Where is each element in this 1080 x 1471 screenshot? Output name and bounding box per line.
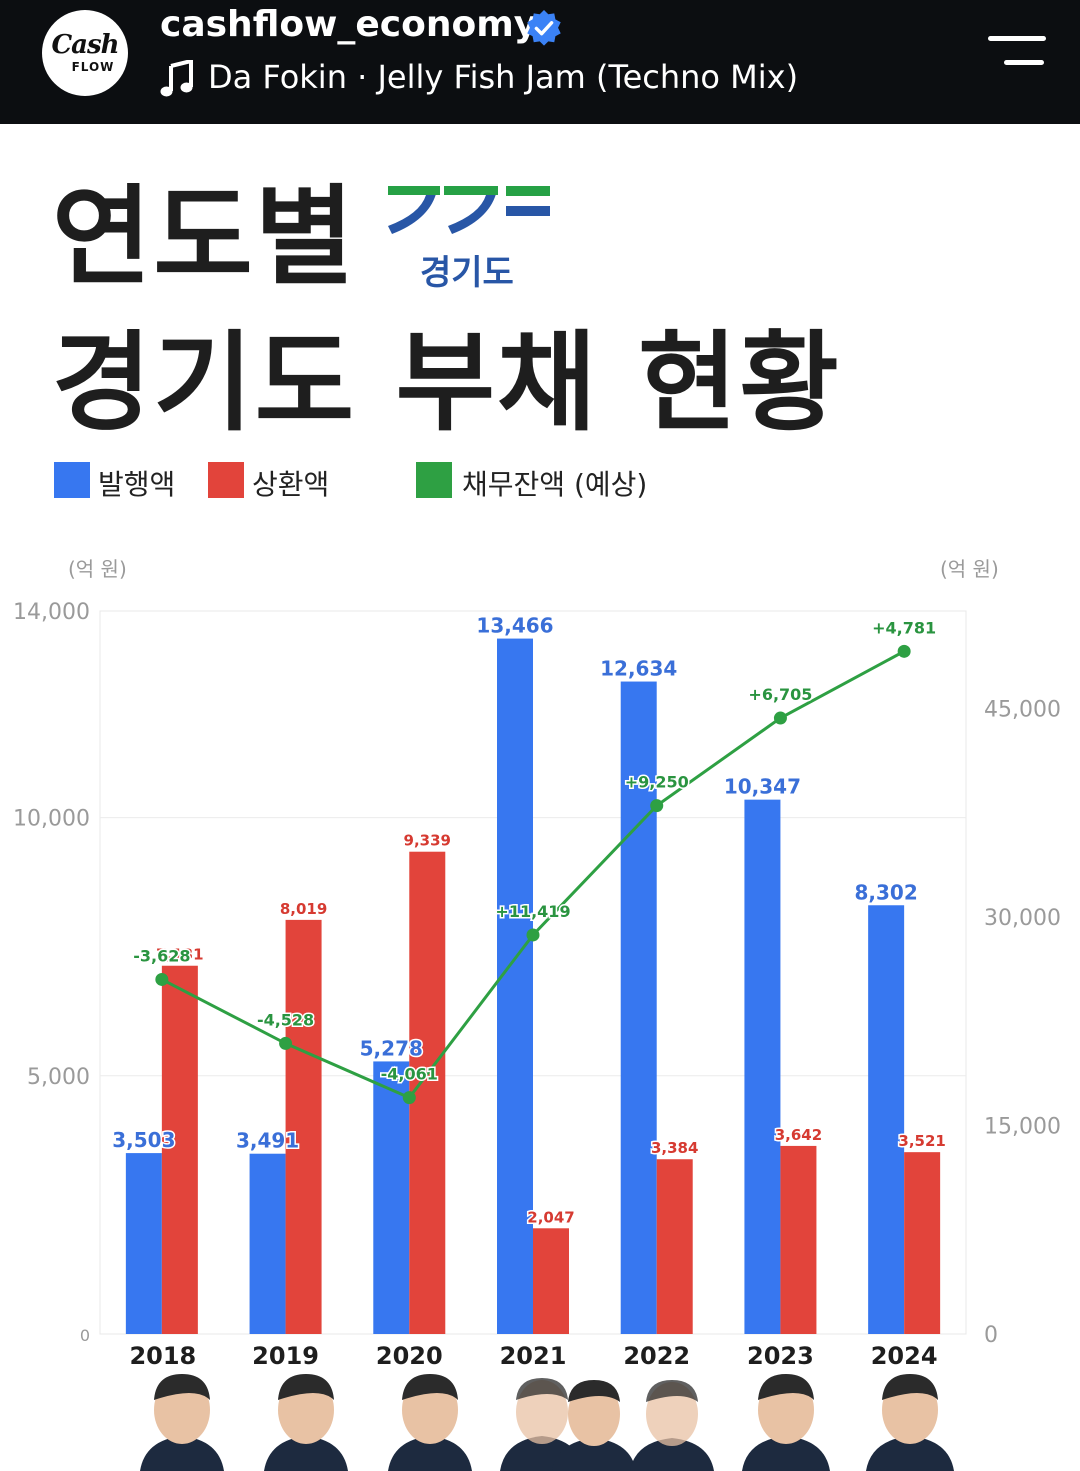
point-debt [897, 644, 911, 658]
x-tick-label: 2023 [747, 1342, 814, 1370]
left-tick-label: 5,000 [27, 1065, 90, 1090]
gyeonggi-logo-icon [388, 186, 550, 234]
label-repayment: 8,019 [280, 900, 327, 918]
x-tick-label: 2020 [376, 1342, 443, 1370]
label-debt: +4,781 [872, 618, 936, 637]
point-debt [526, 928, 540, 942]
point-debt [155, 972, 169, 986]
right-tick-label: 0 [984, 1323, 998, 1348]
label-issuance: 8,302 [855, 880, 918, 904]
label-debt: +6,705 [748, 685, 812, 704]
right-tick-label: 30,000 [984, 906, 1061, 931]
label-debt: -4,061 [381, 1065, 438, 1084]
x-tick-label: 2021 [500, 1342, 567, 1370]
point-debt [402, 1091, 416, 1105]
label-repayment: 9,339 [404, 832, 451, 850]
legend-label-issuance: 발행액 [98, 468, 176, 501]
label-repayment: 2,047 [527, 1208, 574, 1226]
avatar-text-main: Cash [51, 30, 119, 60]
bar-issuance [249, 1153, 286, 1334]
bar-repayment [780, 1145, 817, 1334]
bar-issuance [744, 799, 781, 1334]
governor-photos [140, 1374, 954, 1471]
debt-chart: 0 5,000 10,000 14,000 0 15,000 30,000 45,000 (억 … [13, 557, 1061, 1370]
legend-swatch-repayment [208, 462, 244, 498]
legend-label-debt: 채무잔액 (예상) [462, 468, 648, 501]
menu-icon[interactable] [988, 34, 1048, 68]
title-line-1: 연도별 [52, 175, 357, 300]
left-tick-label: 0 [80, 1326, 90, 1345]
legend-label-repayment: 상환액 [252, 468, 330, 501]
avatar-text-sub: FLOW [71, 60, 115, 74]
avatar[interactable]: Cash FLOW [42, 10, 128, 96]
label-issuance: 5,278 [360, 1036, 423, 1060]
label-issuance: 13,466 [476, 614, 553, 638]
x-tick-label: 2022 [623, 1342, 690, 1370]
legend-swatch-debt [416, 462, 452, 498]
x-tick-label: 2018 [129, 1342, 196, 1370]
bar-issuance [125, 1153, 162, 1334]
right-tick-label: 45,000 [984, 697, 1061, 722]
left-axis-unit: (억 원) [68, 557, 127, 581]
bar-issuance [620, 681, 657, 1334]
x-tick-label: 2019 [252, 1342, 319, 1370]
bar-issuance [497, 638, 533, 1334]
bar-issuance [373, 1061, 410, 1334]
label-debt: +9,250 [625, 773, 689, 792]
bar-repayment [161, 965, 198, 1334]
right-tick-label: 15,000 [984, 1114, 1061, 1139]
right-axis-unit: (억 원) [940, 557, 999, 581]
label-debt: -4,528 [257, 1010, 314, 1029]
username[interactable]: cashflow_economy [160, 4, 538, 45]
bar-repayment [533, 1228, 569, 1334]
label-debt: -3,628 [133, 946, 190, 965]
bar-repayment [409, 851, 446, 1334]
label-issuance: 3,491 [236, 1129, 299, 1153]
bar-issuance [868, 905, 905, 1334]
post-header: Cash FLOW cashflow_economy Da Fokin · Je… [0, 0, 1080, 124]
label-repayment: 3,521 [898, 1132, 945, 1150]
bar-repayment [656, 1159, 693, 1334]
song-title[interactable]: Da Fokin · Jelly Fish Jam (Techno Mix) [208, 58, 799, 96]
logo-text: 경기도 [420, 253, 514, 293]
music-note-icon [160, 60, 193, 97]
point-debt [279, 1036, 293, 1050]
point-debt [650, 799, 664, 813]
label-issuance: 3,503 [112, 1128, 175, 1152]
label-issuance: 10,347 [724, 775, 801, 799]
left-tick-label: 10,000 [13, 807, 90, 832]
bar-repayment [904, 1152, 941, 1334]
x-tick-label: 2024 [871, 1342, 938, 1370]
title-line-2: 경기도 부채 현황 [52, 321, 841, 446]
label-repayment: 3,384 [651, 1139, 698, 1157]
label-issuance: 12,634 [600, 657, 677, 681]
legend-swatch-issuance [54, 462, 90, 498]
bar-repayment [285, 919, 322, 1334]
label-repayment: 7,131 [156, 946, 203, 964]
left-tick-label: 14,000 [13, 600, 90, 625]
label-debt: +11,419 [495, 902, 570, 921]
label-repayment: 3,642 [775, 1126, 822, 1144]
verified-badge-icon [527, 9, 561, 46]
point-debt [773, 711, 787, 725]
